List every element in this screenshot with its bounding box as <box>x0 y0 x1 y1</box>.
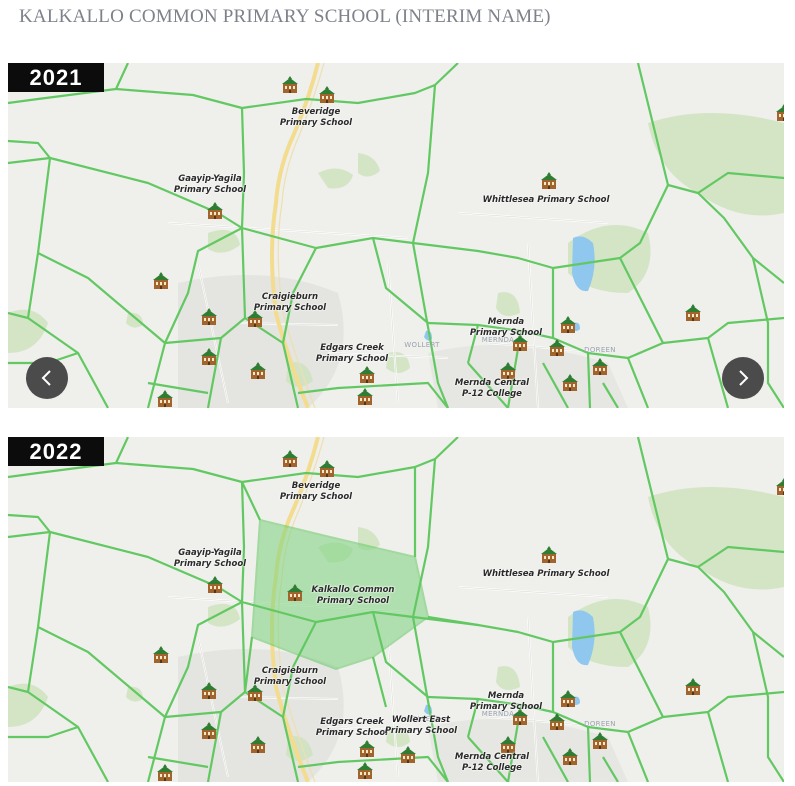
map-canvas <box>8 63 784 408</box>
school-building-icon <box>592 358 608 375</box>
school-building-icon <box>359 366 375 383</box>
school-building-icon <box>287 584 303 601</box>
school-building-icon <box>153 646 169 663</box>
school-label: Edgars Creek Primary School <box>315 343 389 364</box>
school-building-icon <box>207 576 223 593</box>
map-panel-2022[interactable]: WOLLERT MERNDA DOREEN Beveridge Primary Sch… <box>8 437 784 782</box>
school-building-icon <box>549 339 565 356</box>
school-building-icon <box>592 732 608 749</box>
school-label: Whittlesea Primary School <box>482 569 610 579</box>
school-building-icon <box>560 316 576 333</box>
school-building-icon <box>512 334 528 351</box>
town-label: MERNDA <box>481 336 515 344</box>
year-badge: 2021 <box>8 63 104 92</box>
school-building-icon <box>560 690 576 707</box>
school-label: Beveridge Primary School <box>279 107 353 128</box>
school-label: Mernda Central P-12 College <box>454 378 530 399</box>
school-building-icon <box>776 104 784 121</box>
school-label: Craigieburn Primary School <box>253 666 327 687</box>
school-building-icon <box>357 762 373 779</box>
town-label: DOREEN <box>584 346 616 354</box>
school-label: Gaayip-Yagila Primary School <box>173 548 247 569</box>
school-building-icon <box>500 362 516 379</box>
school-building-icon <box>357 388 373 405</box>
chevron-right-icon <box>739 370 749 386</box>
town-label: DOREEN <box>584 720 616 728</box>
school-building-icon <box>776 478 784 495</box>
page-title: KALKALLO COMMON PRIMARY SCHOOL (INTERIM … <box>19 6 551 27</box>
school-building-icon <box>319 86 335 103</box>
school-building-icon <box>282 76 298 93</box>
school-building-icon <box>250 362 266 379</box>
school-label: Mernda Primary School <box>469 317 543 338</box>
chevron-left-icon <box>41 370 51 386</box>
town-label: WOLLERT <box>404 715 440 723</box>
school-label: Beveridge Primary School <box>279 481 353 502</box>
school-building-icon <box>319 460 335 477</box>
school-building-icon <box>562 374 578 391</box>
school-building-icon <box>500 736 516 753</box>
school-building-icon <box>549 713 565 730</box>
school-building-icon <box>201 308 217 325</box>
school-building-icon <box>201 348 217 365</box>
next-slide-button[interactable] <box>722 357 764 399</box>
school-building-icon <box>153 272 169 289</box>
school-label: Gaayip-Yagila Primary School <box>173 174 247 195</box>
map-panel-2021[interactable]: WOLLERT MERNDA DOREEN Beveridge Primary Sch… <box>8 63 784 408</box>
school-building-icon <box>201 682 217 699</box>
school-building-icon <box>541 546 557 563</box>
school-building-icon <box>400 746 416 763</box>
school-building-icon <box>359 740 375 757</box>
map-canvas <box>8 437 784 782</box>
school-label: Edgars Creek Primary School <box>315 717 389 738</box>
school-building-icon <box>157 764 173 781</box>
town-label: WOLLERT <box>404 341 440 349</box>
school-building-icon <box>157 390 173 407</box>
school-label: Craigieburn Primary School <box>253 292 327 313</box>
school-building-icon <box>282 450 298 467</box>
previous-slide-button[interactable] <box>26 357 68 399</box>
school-building-icon <box>685 678 701 695</box>
school-label: Wollert East Primary School <box>384 715 458 736</box>
school-building-icon <box>247 684 263 701</box>
school-building-icon <box>562 748 578 765</box>
school-label: Mernda Central P-12 College <box>454 752 530 773</box>
school-building-icon <box>247 310 263 327</box>
school-building-icon <box>250 736 266 753</box>
school-building-icon <box>685 304 701 321</box>
school-label: Kalkallo Common Primary School <box>311 585 395 606</box>
school-building-icon <box>512 708 528 725</box>
town-label: MERNDA <box>481 710 515 718</box>
school-label: Mernda Primary School <box>469 691 543 712</box>
school-building-icon <box>541 172 557 189</box>
school-building-icon <box>207 202 223 219</box>
school-building-icon <box>201 722 217 739</box>
year-badge: 2022 <box>8 437 104 466</box>
school-label: Whittlesea Primary School <box>482 195 610 205</box>
